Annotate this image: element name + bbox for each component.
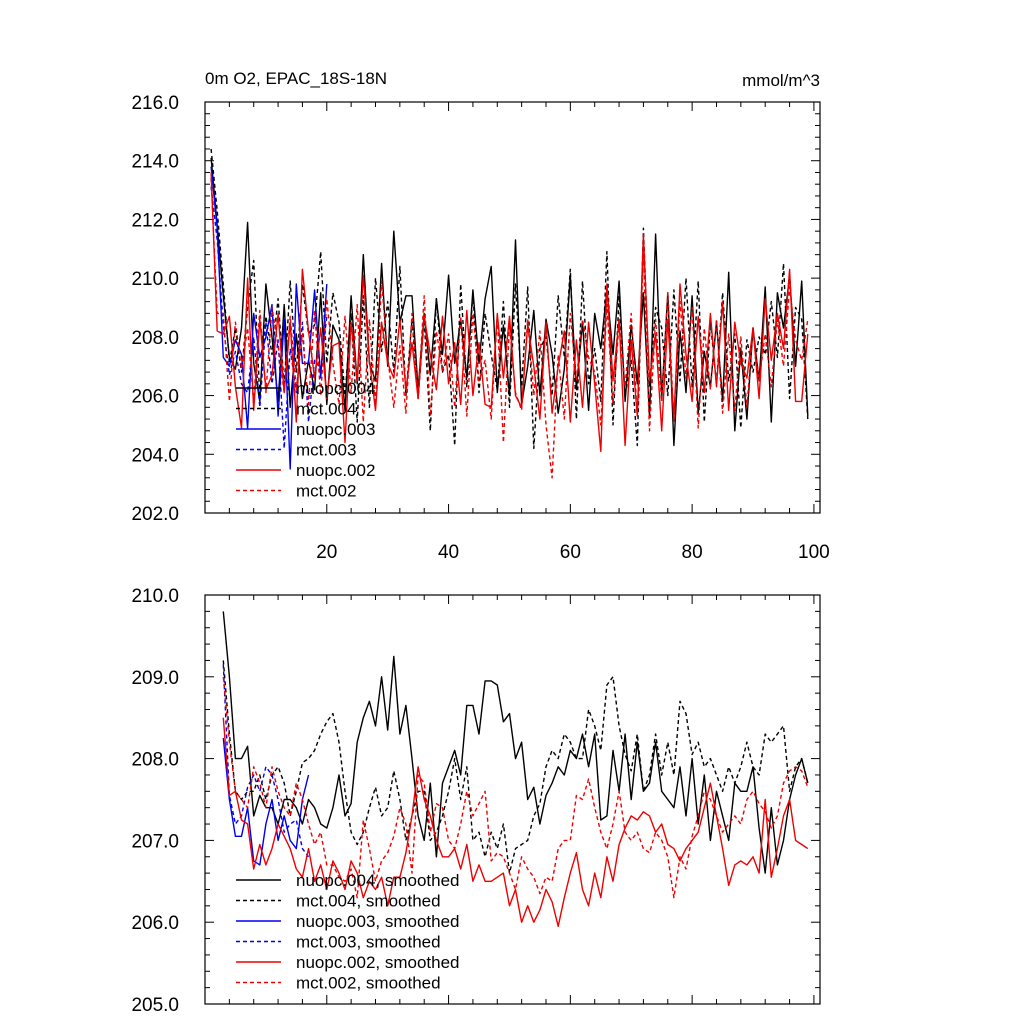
plot-frame <box>204 594 821 1005</box>
x-tick-label: 100 <box>798 542 830 563</box>
series-line-nuopc-004-smoothed <box>222 611 809 874</box>
legend-label: nuopc.003 <box>296 420 375 439</box>
legend-label: nuopc.002 <box>296 461 375 480</box>
y-tick-label: 210.0 <box>131 269 179 290</box>
x-tick-label: 60 <box>560 542 581 563</box>
y-tick-label: 208.0 <box>131 328 179 349</box>
legend-label: mct.002, smoothed <box>296 974 441 993</box>
y-tick-label: 209.0 <box>131 668 179 689</box>
y-tick-label: 207.0 <box>131 831 179 852</box>
legend-label: mct.003 <box>296 441 356 460</box>
plot-frame <box>204 101 821 514</box>
series-line-mct-004-smoothed <box>222 660 809 874</box>
x-tick-label: 20 <box>316 542 337 563</box>
chart-title: 0m O2, EPAC_18S-18N <box>205 69 387 88</box>
legend-label: mct.004, smoothed <box>296 892 441 911</box>
series-line-mct-003 <box>210 187 328 450</box>
y-tick-label: 206.0 <box>131 913 179 934</box>
series-line-nuopc-002-smoothed <box>222 717 809 927</box>
legend-label: mct.004 <box>296 400 356 419</box>
series-line-mct-002-smoothed <box>222 676 809 899</box>
y-tick-label: 205.0 <box>131 995 179 1016</box>
x-tick-label: 40 <box>438 542 459 563</box>
y-tick-label: 212.0 <box>131 210 179 231</box>
y-tick-label: 216.0 <box>131 93 179 114</box>
y-tick-label: 206.0 <box>131 387 179 408</box>
legend-label: mct.002 <box>296 482 356 501</box>
plot-area: 202.0 204.0 206.0 208.0 210.0 212.0 214.0 216.0… <box>131 93 829 563</box>
y-tick-label: 210.0 <box>131 586 179 607</box>
legend-label: mct.003, smoothed <box>296 933 441 952</box>
x-tick-label: 80 <box>682 542 703 563</box>
series-line-mct-003-smoothed <box>222 664 310 858</box>
units-label: mmol/m^3 <box>742 71 820 90</box>
series-line-mct-002 <box>210 178 809 479</box>
y-tick-label: 204.0 <box>131 445 179 466</box>
y-tick-label: 208.0 <box>131 750 179 771</box>
y-tick-label: 202.0 <box>131 504 179 525</box>
y-tick-label: 214.0 <box>131 152 179 173</box>
plot-area: 205.0 206.0 207.0 208.0 209.0 210.0 <box>131 586 820 1016</box>
legend-label: nuopc.002, smoothed <box>296 953 460 972</box>
series-line-nuopc-002 <box>210 172 809 453</box>
legend-label: nuopc.004, smoothed <box>296 871 460 890</box>
legend-label: nuopc.003, smoothed <box>296 912 460 931</box>
panel-top: 0m O2, EPAC_18S-18N mmol/m^3 202.0204.02… <box>131 69 829 563</box>
panel-bottom: 205.0 206.0 207.0 208.0 209.0 210.0 nuopc.004… <box>131 586 821 1016</box>
series-line-nuopc-003-smoothed <box>222 738 310 866</box>
series-line-nuopc-003 <box>210 166 328 470</box>
legend-label: nuopc.004 <box>296 379 375 398</box>
